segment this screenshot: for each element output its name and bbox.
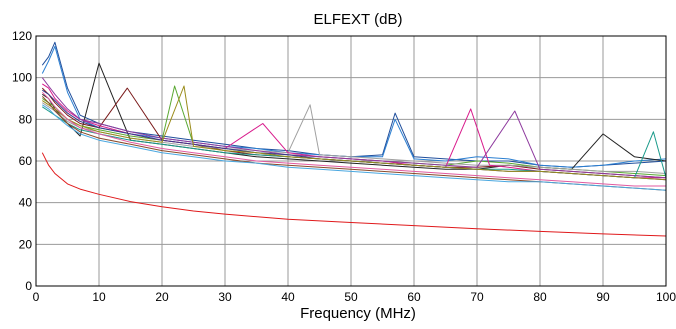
x-tick-label: 70 bbox=[470, 290, 484, 304]
y-tick-label: 120 bbox=[12, 29, 32, 43]
x-tick-label: 80 bbox=[533, 290, 547, 304]
y-tick-label: 100 bbox=[12, 71, 32, 85]
y-tick-labels: 0 20 40 60 80 100 120 bbox=[12, 29, 32, 293]
x-tick-label: 30 bbox=[218, 290, 232, 304]
limit-line bbox=[41, 152, 667, 237]
series-group bbox=[41, 41, 667, 191]
x-tick-labels: 0 10 20 30 40 50 60 70 80 90 100 bbox=[33, 290, 676, 304]
x-tick-label: 50 bbox=[344, 290, 358, 304]
y-tick-label: 20 bbox=[19, 237, 33, 251]
y-tick-label: 60 bbox=[19, 154, 33, 168]
x-tick-label: 40 bbox=[281, 290, 295, 304]
x-axis-label: Frequency (MHz) bbox=[300, 305, 416, 322]
limit-line-group bbox=[41, 152, 667, 237]
series-line bbox=[41, 91, 666, 187]
y-tick-label: 40 bbox=[19, 196, 33, 210]
plot-frame bbox=[35, 35, 667, 287]
series-line bbox=[42, 85, 667, 181]
x-tick-label: 100 bbox=[656, 290, 676, 304]
x-tick-label: 0 bbox=[33, 290, 40, 304]
chart-title: ELFEXT (dB) bbox=[314, 11, 403, 28]
x-tick-label: 60 bbox=[407, 290, 421, 304]
series-line bbox=[42, 89, 667, 181]
x-tick-label: 10 bbox=[92, 290, 106, 304]
x-tick-label: 20 bbox=[155, 290, 169, 304]
y-tick-label: 80 bbox=[19, 112, 33, 126]
series-line bbox=[41, 45, 667, 168]
series-line bbox=[41, 77, 667, 179]
series-line bbox=[41, 41, 667, 168]
x-tick-label: 90 bbox=[596, 290, 610, 304]
grid bbox=[36, 36, 666, 286]
series-line bbox=[42, 85, 667, 177]
series-line bbox=[42, 104, 667, 191]
series-line bbox=[42, 62, 667, 170]
y-tick-label: 0 bbox=[25, 279, 32, 293]
